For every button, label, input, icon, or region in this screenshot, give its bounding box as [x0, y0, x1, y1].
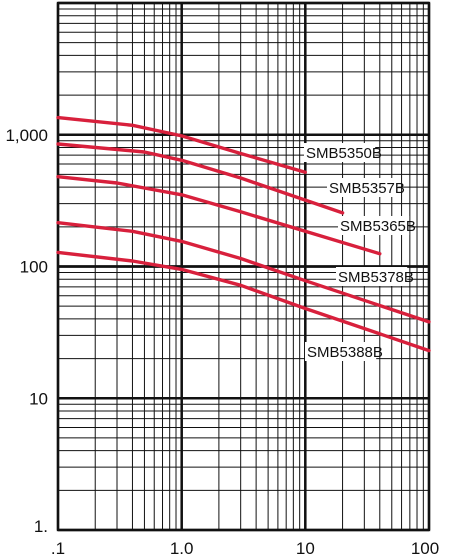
x-axis-ticks: .1 1.0 10 100 — [51, 539, 439, 558]
series-line-smb5388b — [56, 250, 431, 353]
y-tick-label: 1. — [34, 517, 48, 536]
series-label-smb5350b: SMB5350B — [306, 145, 382, 162]
y-tick-label: 1,000 — [5, 126, 48, 145]
series-line-smb5350b — [56, 115, 307, 174]
series-labels: SMB5350B SMB5357B SMB5365B SMB5378B SMB5388B — [304, 143, 416, 361]
y-axis-ticks: 1. 10 100 1,000 — [5, 126, 48, 536]
plot-frame — [56, 1, 431, 532]
series-label-bg — [338, 216, 410, 235]
y-tick-label: 100 — [20, 258, 48, 277]
y-tick-label: 10 — [29, 389, 48, 408]
x-tick-label: .1 — [51, 539, 65, 558]
series-line-smb5357b — [56, 142, 345, 215]
x-tick-label: 1.0 — [170, 539, 194, 558]
series-label-smb5378b: SMB5378B — [338, 269, 414, 286]
series-label-bg — [305, 342, 377, 361]
series-line-smb5365b — [56, 174, 382, 256]
series-label-bg — [327, 178, 399, 197]
series-label-bg — [304, 143, 376, 162]
x-tick-label: 10 — [296, 539, 315, 558]
series-label-smb5365b: SMB5365B — [340, 218, 416, 235]
series-label-bg — [336, 267, 408, 286]
series-label-smb5357b: SMB5357B — [329, 180, 405, 197]
series-lines — [56, 115, 431, 353]
grid — [56, 1, 431, 532]
series-label-smb5388b: SMB5388B — [307, 344, 383, 361]
x-tick-label: 100 — [411, 539, 439, 558]
series-line-smb5378b — [56, 220, 431, 324]
